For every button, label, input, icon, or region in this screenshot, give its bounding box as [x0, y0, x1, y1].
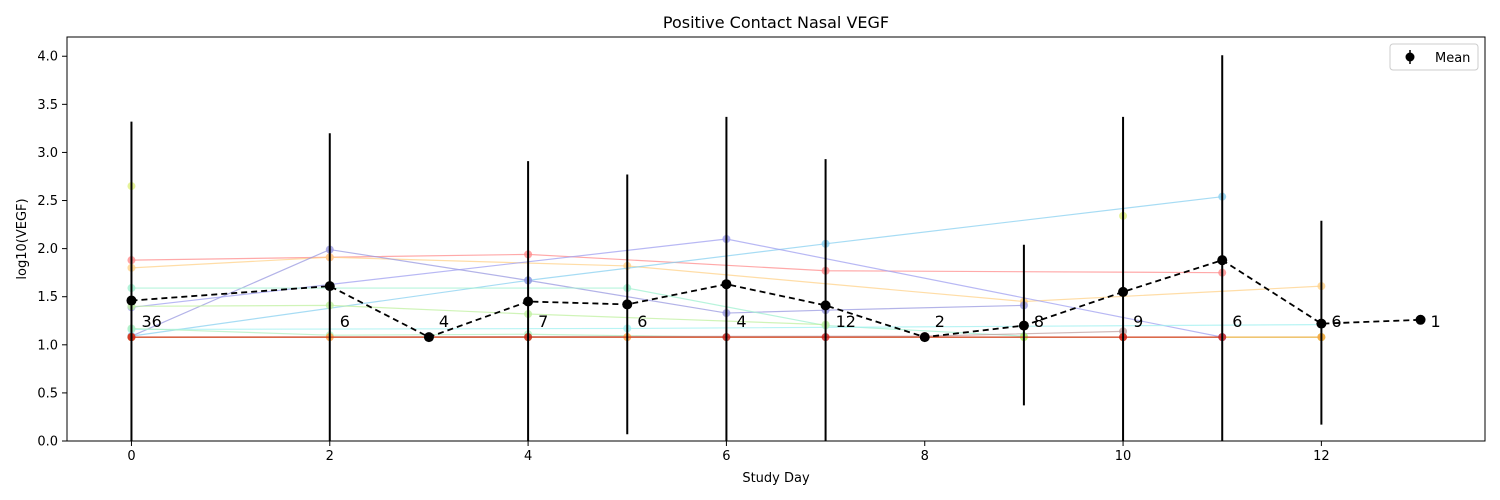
y-tick-label: 0.0 [37, 435, 58, 450]
count-label: 36 [141, 312, 161, 331]
y-axis-title: log10(VEGF) [15, 198, 30, 279]
mean-point [1415, 314, 1426, 325]
mean-point [919, 332, 930, 343]
mean-point [126, 295, 137, 306]
y-tick-label: 3.5 [37, 98, 58, 113]
legend-label-mean: Mean [1435, 51, 1470, 66]
mean-point [523, 296, 534, 307]
count-label: 12 [836, 312, 856, 331]
x-tick-label: 0 [127, 449, 135, 464]
y-axis: 0.0 0.5 1.0 1.5 2.0 2.5 3.0 3.5 4.0 [37, 50, 67, 450]
y-tick-label: 1.5 [37, 290, 58, 305]
count-label: 6 [340, 312, 350, 331]
x-axis-title: Study Day [742, 471, 810, 486]
x-tick-label: 12 [1313, 449, 1330, 464]
mean-point [622, 299, 633, 310]
x-tick-label: 8 [921, 449, 929, 464]
subject-line [131, 304, 826, 326]
count-label: 2 [935, 312, 945, 331]
x-tick-label: 10 [1115, 449, 1132, 464]
mean-point [1118, 286, 1129, 297]
y-tick-label: 0.5 [37, 386, 58, 401]
count-label: 4 [439, 312, 449, 331]
x-tick-label: 4 [524, 449, 532, 464]
count-label: 7 [538, 312, 548, 331]
mean-point [1217, 255, 1228, 266]
count-labels-layer: 36 6 4 7 6 4 12 2 8 9 6 6 1 [141, 312, 1440, 331]
mean-series-layer [126, 55, 1426, 441]
mean-point [423, 332, 434, 343]
count-label: 1 [1431, 312, 1441, 331]
mean-point [721, 279, 732, 290]
mean-point [1316, 318, 1327, 329]
legend-box [1389, 43, 1479, 71]
count-label: 6 [1331, 312, 1341, 331]
mean-point [324, 281, 335, 292]
count-label: 4 [736, 312, 746, 331]
y-tick-label: 4.0 [37, 50, 58, 65]
chart-title: Positive Contact Nasal VEGF [663, 13, 889, 32]
count-label: 8 [1034, 312, 1044, 331]
x-tick-label: 2 [326, 449, 334, 464]
count-label: 6 [1232, 312, 1242, 331]
count-label: 6 [637, 312, 647, 331]
y-tick-label: 1.0 [37, 338, 58, 353]
y-tick-label: 3.0 [37, 146, 58, 161]
x-tick-label: 6 [722, 449, 730, 464]
y-tick-label: 2.5 [37, 194, 58, 209]
mean-point [820, 300, 831, 311]
y-tick-label: 2.0 [37, 242, 58, 257]
plot-frame [66, 36, 1486, 442]
legend-mean-marker [1405, 52, 1415, 62]
count-label: 9 [1133, 312, 1143, 331]
x-axis: 0 2 4 6 8 10 12 [127, 441, 1330, 464]
legend: Mean [1389, 43, 1479, 71]
mean-point [1018, 320, 1029, 331]
